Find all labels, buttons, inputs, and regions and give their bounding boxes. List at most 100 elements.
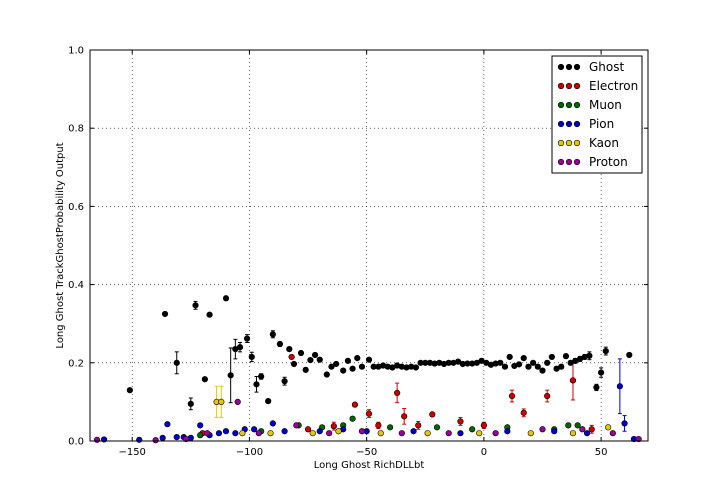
muon-point xyxy=(197,432,204,439)
ghost-point xyxy=(349,365,356,372)
x-axis-label: Long Ghost RichDLLbt xyxy=(314,460,425,471)
electron-point xyxy=(351,401,359,408)
proton-point xyxy=(204,430,211,437)
proton-point xyxy=(539,426,546,433)
ghost-point xyxy=(539,367,546,374)
x-tick-label: −100 xyxy=(236,447,263,458)
ghost-point xyxy=(201,376,208,383)
legend-label-pion: Pion xyxy=(589,117,614,131)
kaon-point xyxy=(335,428,342,435)
pion-point xyxy=(232,430,239,437)
x-tick-label: −150 xyxy=(118,447,145,458)
ghost-point xyxy=(316,356,323,363)
ghost-point xyxy=(497,359,504,366)
ghost-point xyxy=(161,310,169,318)
y-tick-label: 0.0 xyxy=(68,437,84,448)
proton-point xyxy=(255,430,262,437)
pion-point xyxy=(269,420,276,427)
pion-point xyxy=(251,426,258,433)
x-tick-label: 50 xyxy=(595,447,608,458)
electron-point xyxy=(457,418,464,425)
ghost-point xyxy=(412,364,419,371)
ghost-point xyxy=(302,366,309,373)
y-tick-label: 0.8 xyxy=(68,124,84,135)
proton-point xyxy=(293,422,300,429)
ghost-point xyxy=(286,346,293,353)
electron-point xyxy=(480,422,487,429)
pion-point xyxy=(621,420,628,427)
electron-point xyxy=(415,422,422,429)
ghost-point xyxy=(227,372,234,379)
ghost-point xyxy=(506,353,513,361)
ghost-point xyxy=(358,363,366,370)
ghost-point xyxy=(558,363,565,370)
y-tick-label: 0.4 xyxy=(68,280,84,291)
legend-marker-muon xyxy=(565,101,573,109)
muon-point xyxy=(433,424,441,431)
plot-frame xyxy=(89,49,649,442)
ghost-point xyxy=(515,361,523,368)
legend-label-muon: Muon xyxy=(589,98,622,112)
legend-label-ghost: Ghost xyxy=(589,60,624,74)
ghost-point xyxy=(365,356,373,363)
electron-point xyxy=(520,409,527,416)
pion-point xyxy=(504,428,511,435)
proton-point xyxy=(358,428,366,435)
legend-marker-kaon xyxy=(557,139,565,147)
ghost-point xyxy=(307,356,314,364)
ghost-point xyxy=(598,369,605,376)
legend-marker-electron xyxy=(557,82,565,90)
proton-point xyxy=(398,430,405,437)
ghost-point xyxy=(534,363,541,370)
muon-point xyxy=(574,422,581,429)
legend-label-proton: Proton xyxy=(589,155,628,169)
legend-marker-electron xyxy=(565,82,573,90)
kaon-point xyxy=(267,430,274,437)
pion-point xyxy=(616,383,623,390)
ghost-point xyxy=(265,398,272,405)
axis-ticks: −150 −100 −50 0 50 0.0 0.2 0.4 0.6 0.8 1.0 xyxy=(68,46,648,458)
legend-marker-pion xyxy=(557,120,565,128)
electron-point xyxy=(330,423,337,430)
pion-point xyxy=(457,430,464,437)
ghost-point xyxy=(311,351,319,359)
legend-label-kaon: Kaon xyxy=(589,136,619,150)
electron-point xyxy=(401,413,408,420)
electron-point xyxy=(544,392,551,400)
electron-point xyxy=(569,377,577,384)
kaon-point xyxy=(309,430,316,437)
pion-point xyxy=(583,430,591,437)
legend-marker-proton xyxy=(565,158,573,166)
ghost-point xyxy=(248,353,255,361)
kaon-point xyxy=(239,430,246,437)
ghost-point xyxy=(173,359,180,366)
ghost-point xyxy=(290,360,298,368)
ghost-point xyxy=(187,400,194,407)
ghost-point xyxy=(340,367,347,374)
ghost-point xyxy=(258,373,265,380)
legend-marker-proton xyxy=(557,158,565,166)
kaon-point xyxy=(569,430,577,437)
legend-marker-proton xyxy=(573,158,581,166)
electron-point xyxy=(365,410,373,417)
legend-marker-pion xyxy=(573,120,581,128)
ghost-point xyxy=(593,384,600,391)
pion-point xyxy=(159,434,166,441)
legend-marker-ghost xyxy=(573,63,581,71)
legend-marker-ghost xyxy=(565,63,573,71)
electron-point xyxy=(304,426,312,433)
ghost-point xyxy=(525,363,532,370)
ghost-point xyxy=(626,351,633,359)
ghost-point xyxy=(520,355,527,362)
muon-point xyxy=(469,426,476,433)
data-points xyxy=(93,295,642,444)
ghost-point xyxy=(276,340,284,348)
ghost-point xyxy=(269,331,276,338)
kaon-point xyxy=(218,398,225,406)
kaon-point xyxy=(424,430,431,437)
ghost-point xyxy=(281,378,288,385)
legend-marker-kaon xyxy=(573,139,581,147)
ghost-point xyxy=(333,360,340,368)
ghost-point xyxy=(323,371,330,378)
electron-point xyxy=(375,422,382,429)
